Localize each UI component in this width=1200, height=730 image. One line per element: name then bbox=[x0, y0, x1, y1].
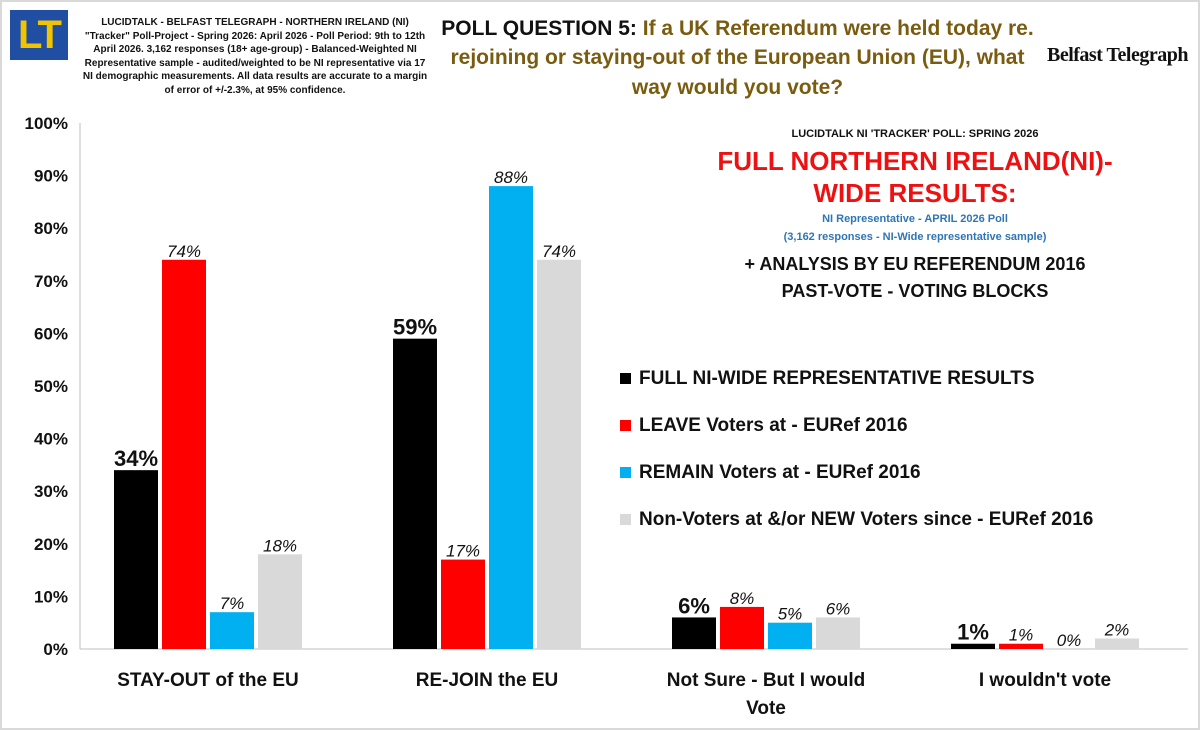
bar bbox=[537, 259, 581, 649]
legend-label: REMAIN Voters at - EURef 2016 bbox=[639, 461, 921, 483]
legend-swatch bbox=[620, 420, 631, 431]
sample-description: NI Representative - APRIL 2026 Poll (3,1… bbox=[700, 211, 1130, 246]
x-category-label: Not Sure - But I would Vote bbox=[667, 670, 865, 719]
bar bbox=[768, 622, 812, 649]
analysis-note: + ANALYSIS BY EU REFERENDUM 2016 PAST-VO… bbox=[700, 251, 1130, 305]
bar bbox=[1095, 638, 1139, 649]
y-tick-label: 70% bbox=[34, 272, 68, 291]
bar bbox=[672, 617, 716, 649]
data-label: 88% bbox=[494, 168, 528, 187]
bar bbox=[393, 338, 437, 649]
data-label: 8% bbox=[730, 589, 755, 608]
y-tick-label: 20% bbox=[34, 535, 68, 554]
data-label: 17% bbox=[446, 542, 480, 561]
sample-description-line-2: (3,162 responses - NI-Wide representativ… bbox=[783, 231, 1047, 244]
data-label: 1% bbox=[1009, 626, 1034, 645]
bar bbox=[951, 643, 995, 649]
y-tick-label: 90% bbox=[34, 167, 68, 186]
data-label: 18% bbox=[263, 536, 297, 555]
data-label: 2% bbox=[1104, 620, 1130, 639]
bar bbox=[720, 606, 764, 649]
x-category-label: RE-JOIN the EU bbox=[416, 670, 559, 691]
bar bbox=[114, 470, 158, 649]
data-label: 5% bbox=[778, 605, 803, 624]
chart-legend: FULL NI-WIDE REPRESENTATIVE RESULTS LEAVE… bbox=[620, 355, 1093, 543]
poll-methodology-note: LUCIDTALK - BELFAST TELEGRAPH - NORTHERN… bbox=[82, 17, 428, 96]
belfast-telegraph-masthead: Belfast Telegraph bbox=[1047, 44, 1188, 66]
analysis-note-line-2: PAST-VOTE - VOTING BLOCKS bbox=[781, 280, 1049, 301]
data-label: 6% bbox=[826, 599, 851, 618]
data-label: 34% bbox=[114, 446, 158, 471]
legend-item: REMAIN Voters at - EURef 2016 bbox=[620, 449, 1093, 496]
data-label: 1% bbox=[957, 620, 989, 645]
x-category-label: STAY-OUT of the EU bbox=[117, 670, 299, 691]
results-headline: FULL NORTHERN IRELAND(NI)- WIDE RESULTS: bbox=[700, 146, 1130, 209]
data-label: 0% bbox=[1057, 631, 1082, 650]
y-tick-label: 50% bbox=[34, 377, 68, 396]
results-headline-line-2: WIDE RESULTS: bbox=[813, 177, 1017, 208]
data-label: 74% bbox=[167, 242, 201, 261]
data-label: 7% bbox=[220, 594, 245, 613]
legend-item: LEAVE Voters at - EURef 2016 bbox=[620, 402, 1093, 449]
legend-swatch bbox=[620, 467, 631, 478]
sample-description-line-1: NI Representative - APRIL 2026 Poll bbox=[822, 213, 1008, 226]
legend-label: Non-Voters at &/or NEW Voters since - EU… bbox=[639, 508, 1094, 530]
data-label: 74% bbox=[542, 242, 576, 261]
bar bbox=[162, 259, 206, 649]
bar bbox=[210, 612, 254, 649]
legend-item: FULL NI-WIDE REPRESENTATIVE RESULTS bbox=[620, 355, 1093, 402]
x-category-label: I wouldn't vote bbox=[979, 670, 1111, 691]
bar bbox=[816, 617, 860, 649]
bar bbox=[489, 186, 533, 649]
bar bbox=[999, 643, 1043, 649]
poll-question-text: If a UK Referendum were held today re. r… bbox=[450, 17, 1034, 99]
poll-question: POLL QUESTION 5: If a UK Referendum were… bbox=[440, 14, 1035, 102]
analysis-note-line-1: + ANALYSIS BY EU REFERENDUM 2016 bbox=[744, 253, 1086, 274]
y-tick-label: 0% bbox=[43, 640, 68, 659]
legend-swatch bbox=[620, 514, 631, 525]
y-tick-label: 100% bbox=[25, 114, 68, 133]
bar bbox=[441, 559, 485, 649]
poll-question-label: POLL QUESTION 5: bbox=[441, 17, 637, 40]
y-tick-label: 40% bbox=[34, 430, 68, 449]
y-tick-label: 60% bbox=[34, 324, 68, 343]
legend-label: LEAVE Voters at - EURef 2016 bbox=[639, 414, 908, 436]
legend-item: Non-Voters at &/or NEW Voters since - EU… bbox=[620, 496, 1093, 543]
data-label: 6% bbox=[678, 593, 710, 618]
y-tick-label: 10% bbox=[34, 587, 68, 606]
lucidtalk-logo: LT bbox=[10, 10, 68, 60]
results-headline-line-1: FULL NORTHERN IRELAND(NI)- bbox=[717, 146, 1113, 176]
bar bbox=[258, 554, 302, 649]
legend-swatch bbox=[620, 373, 631, 384]
y-tick-label: 80% bbox=[34, 219, 68, 238]
results-info-panel: LUCIDTALK NI 'TRACKER' POLL: SPRING 2026… bbox=[700, 128, 1130, 305]
data-label: 59% bbox=[393, 315, 437, 340]
poll-name: LUCIDTALK NI 'TRACKER' POLL: SPRING 2026 bbox=[791, 128, 1039, 140]
legend-label: FULL NI-WIDE REPRESENTATIVE RESULTS bbox=[639, 367, 1035, 389]
y-tick-label: 30% bbox=[34, 482, 68, 501]
